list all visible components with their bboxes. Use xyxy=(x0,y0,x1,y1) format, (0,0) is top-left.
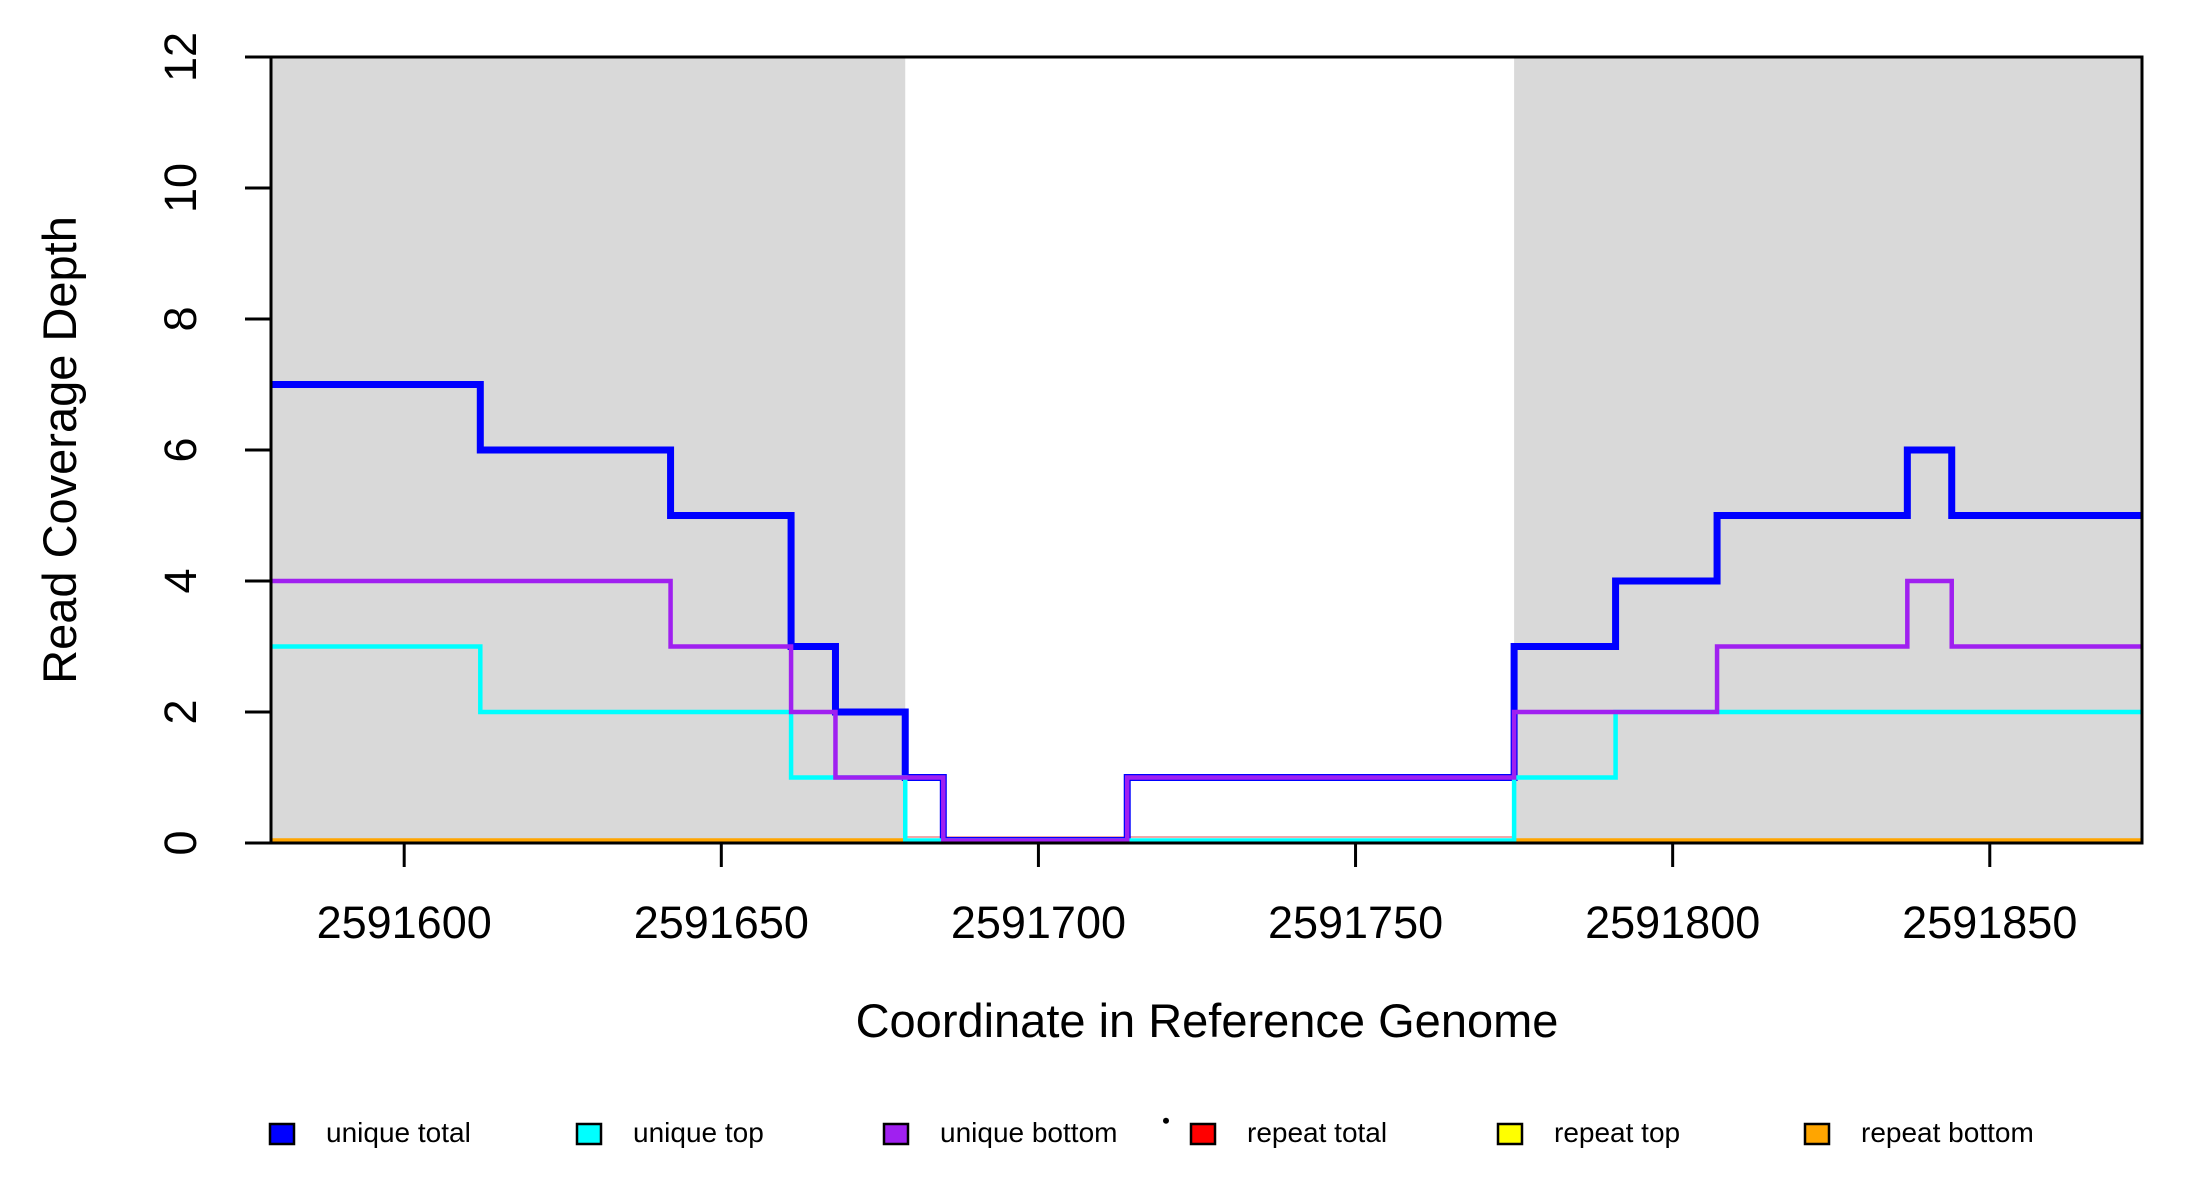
legend-swatch xyxy=(575,1122,603,1146)
y-tick-label: 6 xyxy=(155,437,206,462)
legend-item: unique total xyxy=(268,1117,471,1148)
legend-swatch xyxy=(1189,1122,1217,1146)
x-tick-label: 2591700 xyxy=(951,897,1126,948)
legend-label: unique top xyxy=(633,1117,764,1148)
x-tick-label: 2591800 xyxy=(1585,897,1760,948)
x-tick-label: 2591850 xyxy=(1902,897,2077,948)
legend-item: repeat bottom xyxy=(1803,1117,2034,1148)
stray-dot xyxy=(1163,1117,1169,1124)
legend-label: repeat total xyxy=(1247,1117,1387,1148)
y-tick-label: 10 xyxy=(155,163,206,213)
legend-swatch xyxy=(882,1122,910,1146)
legend-item: unique top xyxy=(575,1117,764,1148)
legend-swatch xyxy=(1803,1122,1831,1146)
legend-label: repeat bottom xyxy=(1861,1117,2034,1148)
y-tick-label: 12 xyxy=(155,32,206,82)
legend: unique total unique top unique bottom repea… xyxy=(268,1117,2034,1148)
legend-item: unique bottom xyxy=(882,1117,1117,1148)
legend-item: repeat total xyxy=(1189,1117,1387,1148)
legend-swatch xyxy=(1496,1122,1524,1146)
x-tick-label: 2591650 xyxy=(634,897,809,948)
axes xyxy=(245,55,2144,867)
legend-item: repeat top xyxy=(1496,1117,1680,1148)
y-tick-label: 0 xyxy=(155,830,206,855)
legend-label: unique bottom xyxy=(940,1117,1117,1148)
y-tick-label: 2 xyxy=(155,699,206,724)
series-unique-bottom xyxy=(271,578,2142,843)
shaded-regions xyxy=(271,57,2142,843)
y-tick-label: 8 xyxy=(155,306,206,331)
legend-swatch xyxy=(268,1122,296,1146)
legend-label: unique total xyxy=(326,1117,471,1148)
x-axis-title: Coordinate in Reference Genome xyxy=(856,994,1559,1047)
coverage-step-lines xyxy=(271,381,2142,844)
x-tick-label: 2591600 xyxy=(317,897,492,948)
y-axis-title: Read Coverage Depth xyxy=(33,216,86,684)
x-tick-label: 2591750 xyxy=(1268,897,1443,948)
series-unique-top xyxy=(271,644,2142,843)
tick-labels: 2591600 2591650 2591700 2591750 2591800 25918… xyxy=(155,32,2077,948)
shaded-region xyxy=(1514,57,2142,843)
y-tick-label: 4 xyxy=(155,568,206,593)
legend-label: repeat top xyxy=(1554,1117,1680,1148)
